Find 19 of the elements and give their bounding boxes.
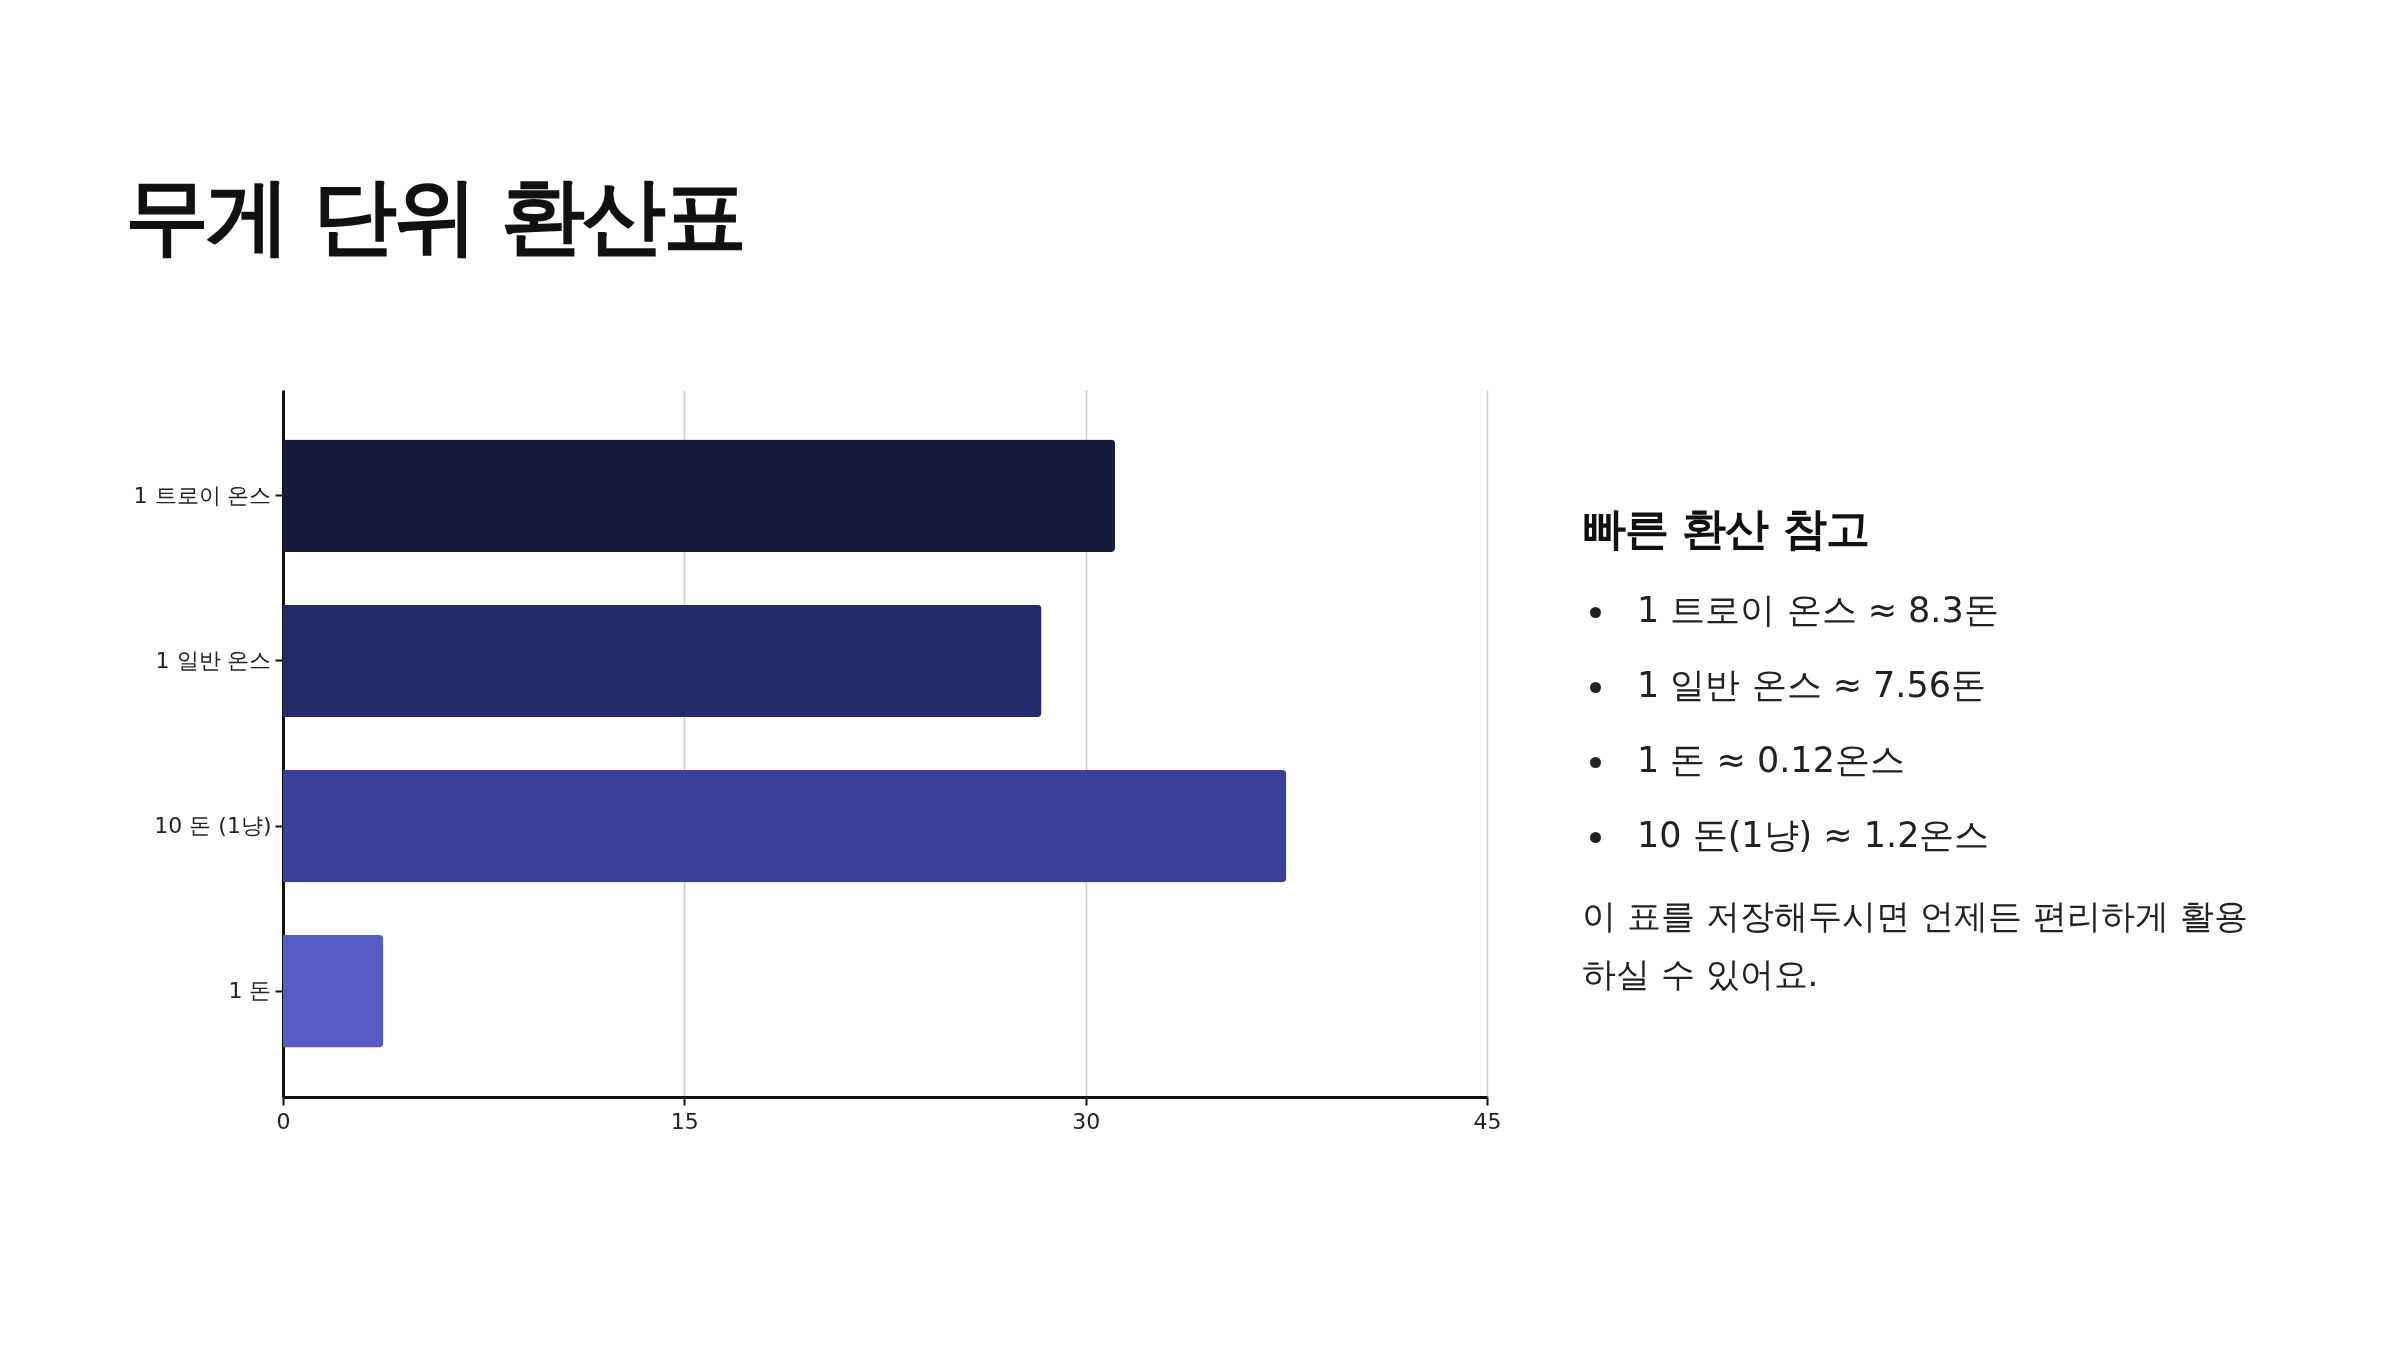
text: 빠른 환산 참고 (1582, 502, 1870, 556)
text: 1 일반 온스 ≈ 7.56돈 (1637, 665, 1987, 705)
x-tick-label: 0 (276, 1108, 291, 1134)
chart-title: 무게 단위 환산표 (125, 166, 745, 267)
bar (283, 439, 1116, 552)
y-tick-label: 1 돈 (228, 978, 272, 1004)
bar (283, 769, 1287, 883)
text: 1 돈 ≈ 0.12온스 (1637, 740, 1905, 780)
y-tick-label: 1 트로이 온스 (133, 482, 272, 508)
x-tick-label: 15 (670, 1108, 699, 1134)
y-tick-label: 10 돈 (1냥) (154, 813, 272, 839)
text: 10 돈(1냥) ≈ 1.2온스 (1637, 815, 1990, 855)
x-tick-label: 30 (1072, 1108, 1101, 1134)
text: 이 표를 저장해두시면 언제든 편리하게 활용하실 수 있어요. (1582, 895, 2250, 996)
x-tick-label: 45 (1473, 1108, 1502, 1134)
text: 1 트로이 온스 ≈ 8.3돈 (1637, 590, 1999, 630)
bar (283, 604, 1042, 718)
y-tick-label: 1 일반 온스 (155, 647, 272, 673)
bar (283, 935, 384, 1048)
